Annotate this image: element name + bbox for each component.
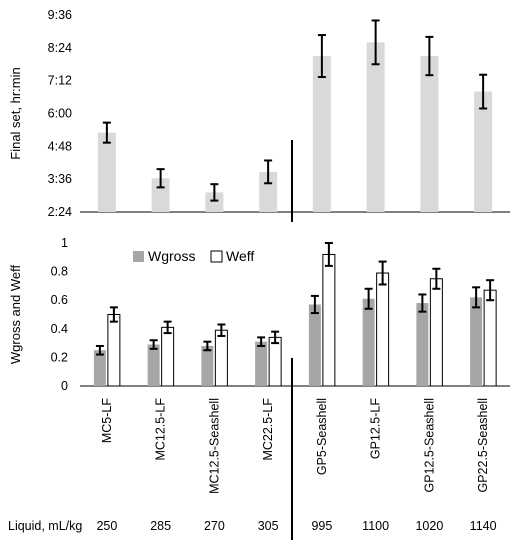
bar xyxy=(205,192,224,212)
y-tick-label: 0 xyxy=(61,379,68,393)
wgross-bar xyxy=(308,304,321,386)
x-tick-label: MC12.5-LF xyxy=(154,398,168,461)
legend-label-weff: Weff xyxy=(226,248,254,264)
liquid-value: 995 xyxy=(311,519,332,533)
x-tick-label: GP5-Seashell xyxy=(315,398,329,475)
wgross-bar xyxy=(362,298,375,386)
y-tick-label: 3:36 xyxy=(48,172,72,186)
final-set-chart: 2:24 3:36 4:48 6:00 7:12 8:24 9:36 Final set, h… xyxy=(8,8,510,222)
liquid-value: 1140 xyxy=(470,519,497,533)
wgross-bar xyxy=(147,344,160,386)
wgross-weff-chart: 0 0.2 0.4 0.6 0.8 1 Wgross and Weff Wgross Weff xyxy=(8,236,510,540)
y-tick-label: 2:24 xyxy=(48,205,72,219)
y-tick-label: 0.4 xyxy=(51,322,68,336)
liquid-value: 250 xyxy=(96,519,117,533)
y-tick-label: 0.6 xyxy=(51,293,68,307)
bar xyxy=(312,56,331,212)
legend: Wgross Weff xyxy=(133,248,254,264)
liquid-label: Liquid, mL/kg xyxy=(8,519,82,533)
wgross-bar xyxy=(416,303,429,386)
weff-bar xyxy=(161,326,175,387)
weff-bar xyxy=(429,278,443,387)
liquid-row: Liquid, mL/kg 250 285 270 305 995 1100 1020 1140 xyxy=(8,519,497,533)
liquid-value: 305 xyxy=(258,519,279,533)
category-labels: MC5-LF MC12.5-LF MC12.5-Seashell MC22.5-LF G… xyxy=(100,398,490,494)
weff-bar xyxy=(268,336,282,387)
wgross-bar xyxy=(201,345,214,386)
x-tick-label: MC22.5-LF xyxy=(261,398,275,461)
y-tick-label: 8:24 xyxy=(48,41,72,55)
weff-bar xyxy=(107,314,121,387)
bar xyxy=(259,171,278,212)
liquid-value: 285 xyxy=(150,519,171,533)
y-axis-title: Wgross and Weff xyxy=(8,265,23,365)
weff-bar xyxy=(322,253,336,387)
bar xyxy=(420,56,439,212)
weff-bar xyxy=(214,329,228,387)
legend-label-wgross: Wgross xyxy=(148,248,195,264)
x-tick-label: MC5-LF xyxy=(100,398,114,444)
wgross-bar xyxy=(93,350,106,386)
weff-bar xyxy=(376,272,390,387)
x-tick-label: MC12.5-Seashell xyxy=(207,398,221,494)
y-tick-label: 7:12 xyxy=(48,74,72,88)
y-tick-label: 0.2 xyxy=(51,350,68,364)
bar xyxy=(366,42,385,212)
wgross-bar xyxy=(470,297,483,386)
wgross-bar xyxy=(255,341,268,386)
y-tick-label: 9:36 xyxy=(48,8,72,22)
liquid-value: 1100 xyxy=(362,519,389,533)
liquid-value: 1020 xyxy=(415,519,443,533)
y-tick-label: 6:00 xyxy=(48,107,72,121)
bar xyxy=(474,91,493,212)
y-tick-label: 0.8 xyxy=(51,265,68,279)
x-tick-label: GP22.5-Seashell xyxy=(476,398,490,493)
legend-swatch-wgross xyxy=(133,251,144,262)
liquid-value: 270 xyxy=(204,519,225,533)
x-tick-label: GP12.5-LF xyxy=(369,398,383,460)
weff-bar xyxy=(483,289,497,387)
x-tick-label: GP12.5-Seashell xyxy=(422,398,436,493)
legend-swatch-weff xyxy=(210,250,223,263)
y-tick-label: 4:48 xyxy=(48,139,72,153)
y-axis-title: Final set, hr:min xyxy=(8,67,23,159)
bar xyxy=(97,132,116,212)
y-tick-label: 1 xyxy=(61,236,68,250)
bar xyxy=(151,178,170,212)
